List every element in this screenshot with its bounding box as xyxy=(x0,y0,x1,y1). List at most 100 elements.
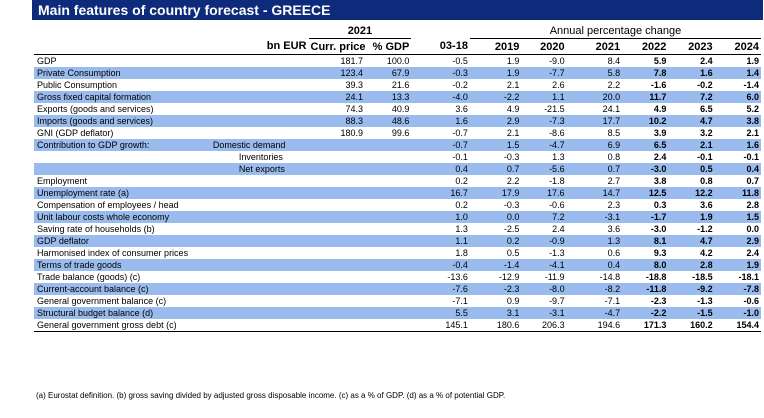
value-cell: 0.3 xyxy=(653,199,667,210)
value-cell: -3.0 xyxy=(650,223,667,234)
value-cell: 206.3 xyxy=(521,319,567,332)
value-cell: 5.9 xyxy=(653,55,667,66)
value-cell: -12.9 xyxy=(498,271,520,282)
value-cell: 88.3 xyxy=(308,115,366,127)
table-row: Harmonised index of consumer prices 1.8 0.… xyxy=(34,247,761,259)
value-cell xyxy=(365,271,411,283)
value-cell: -2.2 xyxy=(469,91,522,103)
value-cell: 2.8 xyxy=(668,259,715,271)
row-label: Imports (goods and services) xyxy=(34,115,211,127)
row-label: Private Consumption xyxy=(34,67,211,79)
value-cell: 12.5 xyxy=(622,187,669,199)
row-label: Terms of trade goods xyxy=(34,259,211,271)
value-cell: 1.9 xyxy=(714,259,761,271)
value-cell: 4.9 xyxy=(506,103,520,114)
value-cell: 2.7 xyxy=(607,175,621,186)
value-cell: 3.8 xyxy=(653,175,667,186)
value-cell: 3.6 xyxy=(700,199,713,210)
value-cell: 160.2 xyxy=(668,319,715,332)
value-cell: 6.5 xyxy=(700,103,713,114)
value-cell: 20.0 xyxy=(566,91,623,103)
value-cell: -7.1 xyxy=(452,295,468,306)
value-cell: 2.4 xyxy=(552,223,565,234)
value-cell: -7.1 xyxy=(604,295,621,306)
value-cell: 16.7 xyxy=(411,187,470,199)
value-cell: -18.1 xyxy=(738,271,759,282)
value-cell: 6.5 xyxy=(622,139,669,151)
value-cell: -1.6 xyxy=(650,79,667,90)
value-cell: 4.7 xyxy=(668,235,715,247)
value-cell: 6.0 xyxy=(714,91,761,103)
value-cell: 1.6 xyxy=(714,139,761,151)
value-cell: -8.6 xyxy=(549,127,565,138)
table-row: Net exports 0.4 0.7 -5.6 0.7 -3.0 0.5 0.4 xyxy=(34,163,761,175)
value-cell: 0.0 xyxy=(746,223,759,234)
value-cell: 7.2 xyxy=(521,211,567,223)
value-cell: 6.9 xyxy=(566,139,623,151)
value-cell: 0.8 xyxy=(700,175,713,186)
value-cell: 2.4 xyxy=(746,247,759,258)
value-cell: 2.1 xyxy=(506,79,520,90)
year-header: 2019 xyxy=(469,38,522,55)
table-row: Trade balance (goods) (c) -13.6 -12.9 -11.9… xyxy=(34,271,761,283)
row-label: General government balance (c) xyxy=(37,295,167,306)
value-cell: 74.3 xyxy=(345,103,364,114)
value-cell xyxy=(365,259,412,271)
value-cell: 2.9 xyxy=(469,115,522,127)
value-cell: 24.1 xyxy=(602,103,621,114)
row-label: Contribution to GDP growth: xyxy=(34,139,211,151)
value-cell: -0.9 xyxy=(521,235,567,247)
value-cell: 1.8 xyxy=(455,247,468,258)
value-cell: 0.7 xyxy=(746,175,759,186)
table-row: Imports (goods and services) 88.3 48.6 1.6 2… xyxy=(34,115,761,127)
value-cell: 14.7 xyxy=(566,187,623,199)
year-group-header: 2021 xyxy=(308,23,412,39)
value-cell xyxy=(308,211,366,223)
pct-gdp-header: % GDP xyxy=(365,38,412,55)
value-cell: -18.5 xyxy=(692,271,713,282)
value-cell: 3.6 xyxy=(455,103,468,114)
table-row: General government gross debt (c) 145.1 18… xyxy=(34,319,761,332)
value-cell: 2.2 xyxy=(607,79,621,90)
table-row: Employment 0.2 2.2 -1.8 2.7 3.8 0.8 0.7 xyxy=(34,175,761,187)
value-cell: 154.4 xyxy=(714,319,761,332)
value-cell: -2.3 xyxy=(650,295,667,306)
row-label: Public Consumption xyxy=(37,79,118,90)
value-cell: -0.1 xyxy=(452,151,468,162)
value-cell: -11.9 xyxy=(544,271,565,282)
value-cell xyxy=(309,199,366,211)
value-cell: 1.4 xyxy=(714,67,761,79)
value-cell: -5.6 xyxy=(521,163,567,175)
value-cell: 7.8 xyxy=(622,67,669,79)
value-cell: 123.4 xyxy=(308,67,366,79)
value-cell: 11.8 xyxy=(714,187,761,199)
curr-prices-header: Curr. prices xyxy=(308,38,366,55)
table-row: Unit labour costs whole economy 1.0 0.0 7.2… xyxy=(34,211,761,223)
value-cell: 17.7 xyxy=(566,115,623,127)
row-sublabel: Inventories xyxy=(238,151,283,162)
value-cell xyxy=(365,247,411,259)
value-cell: -0.2 xyxy=(452,79,468,90)
value-cell xyxy=(308,259,366,271)
value-cell: 171.3 xyxy=(622,319,669,332)
table-row: Exports (goods and services) 74.3 40.9 3.6 4… xyxy=(34,103,761,115)
value-cell: 3.2 xyxy=(700,127,713,138)
value-cell: -14.8 xyxy=(599,271,621,282)
value-cell xyxy=(308,235,366,247)
value-cell: 17.9 xyxy=(469,187,522,199)
value-cell: 2.4 xyxy=(700,55,713,66)
row-label: Employment xyxy=(37,175,88,186)
value-cell: 0.2 xyxy=(469,235,522,247)
value-cell: 100.0 xyxy=(386,55,410,66)
value-cell: 2.9 xyxy=(714,235,761,247)
value-cell: -21.5 xyxy=(544,103,565,114)
value-cell: 2.2 xyxy=(506,175,520,186)
units-header: bn EUR xyxy=(210,38,309,55)
value-cell: 3.8 xyxy=(714,115,761,127)
value-cell: 8.1 xyxy=(622,235,669,247)
value-cell: -9.2 xyxy=(668,283,715,295)
value-cell: 180.9 xyxy=(340,127,364,138)
value-cell: 10.2 xyxy=(622,115,669,127)
value-cell: 1.3 xyxy=(566,235,623,247)
header-row-groups: 2021 Annual percentage change xyxy=(34,23,761,39)
